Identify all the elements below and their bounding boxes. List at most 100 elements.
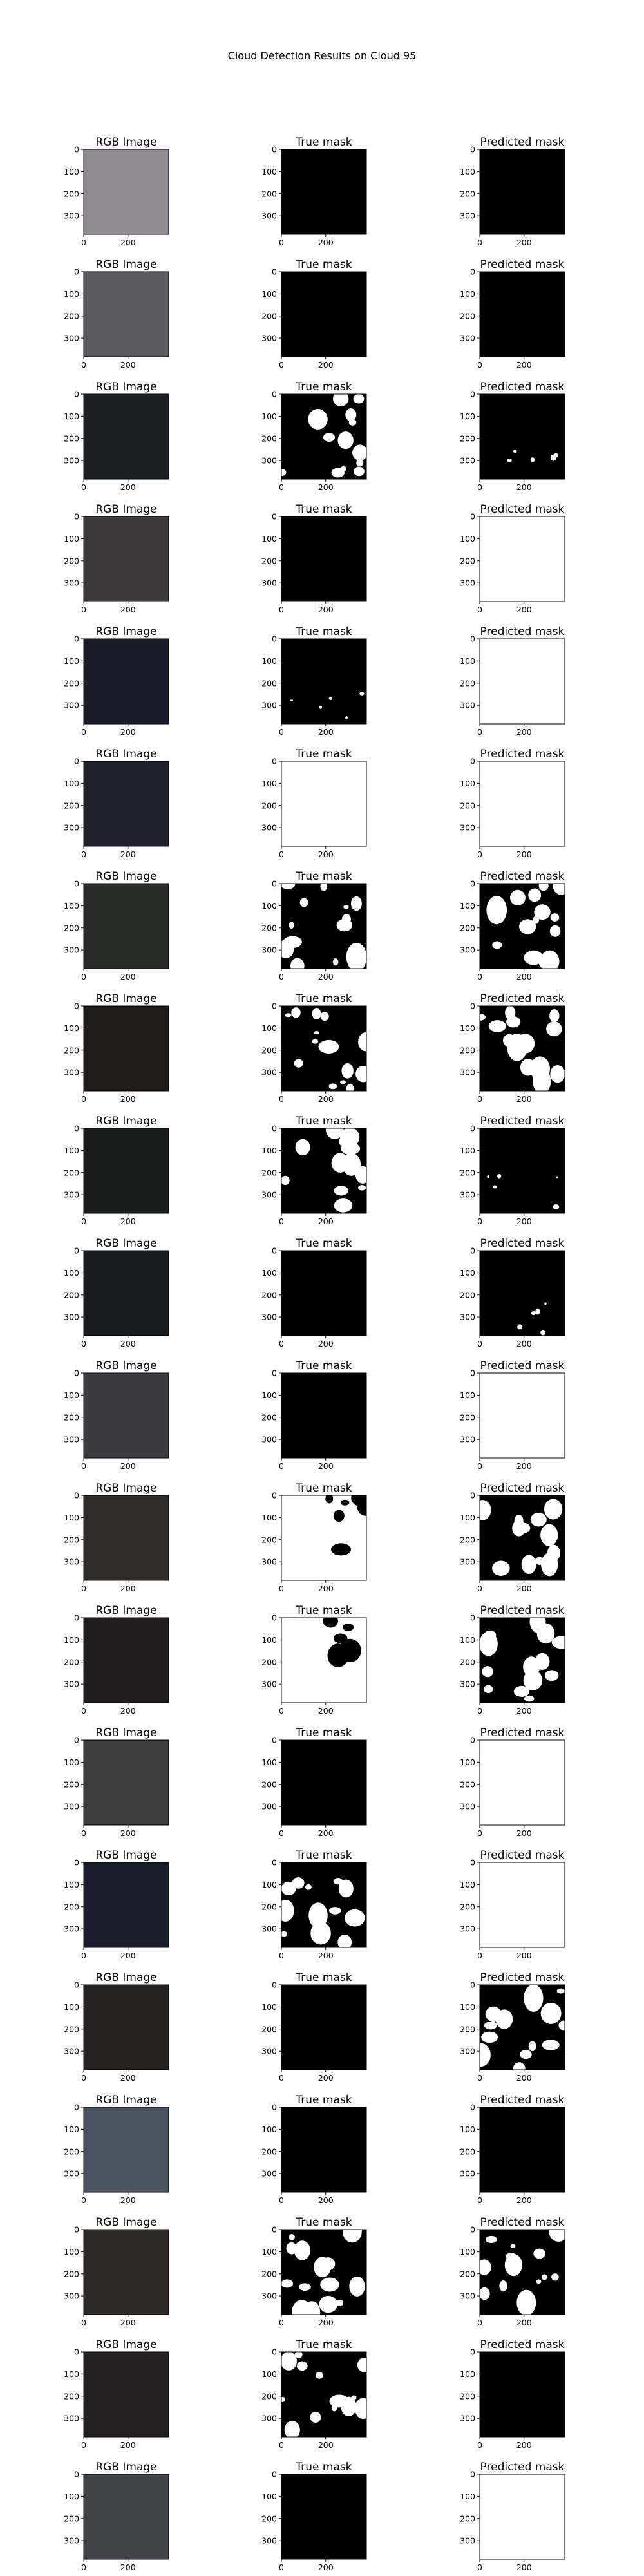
panel-title: Predicted mask xyxy=(480,1115,565,1128)
mask-region xyxy=(296,2361,308,2371)
y-tick-label: 0 xyxy=(74,2470,79,2479)
y-tick-label: 100 xyxy=(64,1635,79,1645)
panel-title: Predicted mask xyxy=(480,2216,565,2229)
mask-region xyxy=(533,916,539,924)
panel-title: True mask xyxy=(295,748,352,761)
y-tick-label: 300 xyxy=(261,2414,277,2423)
axes-frame xyxy=(281,149,367,235)
panel-title: True mask xyxy=(295,2338,352,2351)
y-tick-label: 300 xyxy=(64,945,79,955)
predicted-mask-panel: Predicted mask 0 100 200 300 0 200 xyxy=(460,748,565,859)
mask-region xyxy=(345,408,357,421)
predicted-mask-panel: Predicted mask 0 100 200 300 0 200 xyxy=(460,1359,565,1471)
mask-region xyxy=(354,2398,366,2420)
x-tick-label: 200 xyxy=(120,360,136,370)
x-tick-label: 0 xyxy=(81,482,86,492)
y-tick-label: 200 xyxy=(261,433,277,443)
y-tick-label: 0 xyxy=(74,390,79,399)
mask-region xyxy=(331,468,345,478)
mask-region xyxy=(319,2295,337,2313)
x-tick-label: 0 xyxy=(81,1951,86,1960)
y-tick-label: 200 xyxy=(460,800,475,810)
rgb-panel: RGB Image 0 100 200 300 0 200 xyxy=(64,258,169,370)
mask-content xyxy=(480,149,565,234)
y-tick-label: 100 xyxy=(261,2125,277,2134)
mask-fill xyxy=(480,1862,565,1947)
y-tick-label: 300 xyxy=(64,1312,79,1322)
mask-region xyxy=(520,2049,532,2060)
x-tick-label: 200 xyxy=(318,1461,334,1471)
mask-region xyxy=(294,1059,303,1068)
panel-title: True mask xyxy=(295,258,352,271)
mask-region xyxy=(328,1907,341,1915)
x-tick-label: 0 xyxy=(81,849,86,859)
axes-frame xyxy=(281,1250,367,1336)
mask-region xyxy=(328,697,332,700)
true-mask-panel: True mask 0 100 200 300 0 200 xyxy=(261,748,367,859)
y-tick-label: 300 xyxy=(460,1680,475,1689)
y-tick-label: 100 xyxy=(64,1023,79,1033)
x-tick-label: 0 xyxy=(279,2440,284,2450)
y-tick-label: 300 xyxy=(261,456,277,466)
y-tick-label: 300 xyxy=(460,211,475,221)
panel-title: Predicted mask xyxy=(480,2094,565,2107)
y-tick-label: 200 xyxy=(460,2514,475,2523)
x-tick-label: 200 xyxy=(120,1217,136,1226)
y-tick-label: 0 xyxy=(470,1368,475,1378)
y-tick-label: 200 xyxy=(261,2146,277,2156)
x-tick-label: 200 xyxy=(120,238,136,247)
panel-title: True mask xyxy=(295,136,352,149)
y-tick-label: 0 xyxy=(470,1001,475,1011)
y-tick-label: 0 xyxy=(272,2470,277,2479)
mask-region xyxy=(284,2420,300,2437)
y-tick-label: 0 xyxy=(74,1736,79,1745)
rgb-image xyxy=(84,2474,169,2559)
x-tick-label: 200 xyxy=(516,1584,532,1593)
mask-content xyxy=(480,1373,565,1458)
panel-title: Predicted mask xyxy=(480,503,565,516)
y-tick-label: 100 xyxy=(64,167,79,176)
x-tick-label: 200 xyxy=(516,1217,532,1226)
x-tick-label: 0 xyxy=(279,1461,284,1471)
x-tick-label: 0 xyxy=(279,1951,284,1960)
y-tick-label: 200 xyxy=(64,2024,79,2034)
panel-title: True mask xyxy=(295,625,352,638)
x-tick-label: 0 xyxy=(279,360,284,370)
axes-frame xyxy=(479,2107,565,2193)
mask-region xyxy=(352,444,366,461)
y-tick-label: 200 xyxy=(460,2269,475,2278)
y-tick-label: 300 xyxy=(460,1312,475,1322)
true-mask-panel: True mask 0 100 200 300 0 200 xyxy=(261,2094,367,2205)
y-tick-label: 0 xyxy=(74,2347,79,2357)
mask-region xyxy=(558,2020,565,2031)
y-tick-label: 300 xyxy=(261,1435,277,1444)
axes-frame xyxy=(479,149,565,235)
axes-frame xyxy=(83,149,169,235)
y-tick-label: 100 xyxy=(261,1268,277,1278)
mask-region xyxy=(549,1009,560,1023)
x-tick-label: 0 xyxy=(279,1706,284,1716)
y-tick-label: 100 xyxy=(460,1635,475,1645)
panel-title: RGB Image xyxy=(95,136,156,149)
axes-frame xyxy=(83,516,169,602)
x-tick-label: 0 xyxy=(81,2195,86,2205)
y-tick-label: 300 xyxy=(460,1068,475,1077)
y-tick-label: 0 xyxy=(470,757,475,766)
mask-region xyxy=(343,905,349,909)
y-tick-label: 0 xyxy=(74,1980,79,1990)
mask-region xyxy=(480,2259,491,2275)
y-tick-label: 300 xyxy=(460,823,475,833)
axes-frame xyxy=(479,2351,565,2438)
mask-region xyxy=(529,1618,546,1633)
y-tick-label: 0 xyxy=(74,2103,79,2112)
y-tick-label: 300 xyxy=(460,2414,475,2423)
mask-content xyxy=(480,2352,565,2437)
x-tick-label: 200 xyxy=(516,849,532,859)
x-tick-label: 200 xyxy=(516,238,532,247)
x-tick-label: 0 xyxy=(279,1217,284,1226)
panel-title: True mask xyxy=(295,1359,352,1372)
y-tick-label: 300 xyxy=(261,1312,277,1322)
mask-fill xyxy=(480,1128,565,1213)
x-tick-label: 0 xyxy=(477,2195,482,2205)
mask-region xyxy=(332,958,339,966)
